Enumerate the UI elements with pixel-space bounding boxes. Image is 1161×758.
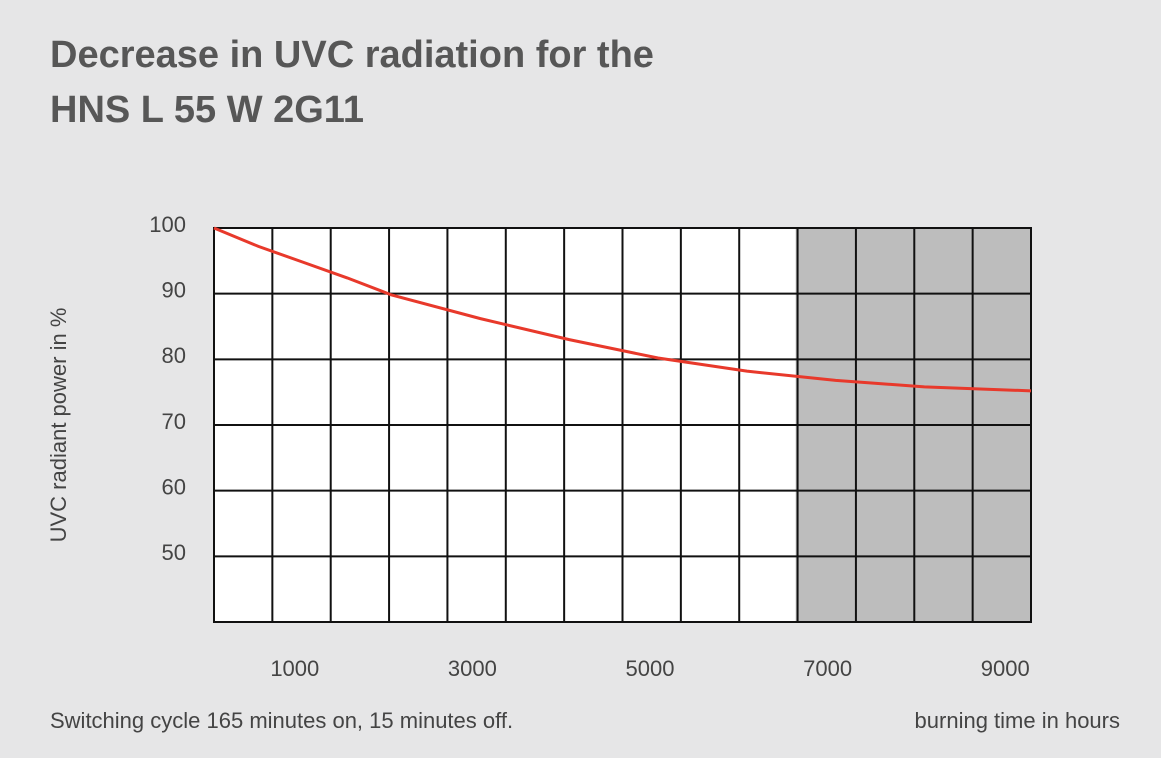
note: Switching cycle 165 minutes on, 15 minut… — [50, 708, 513, 733]
x-tick-label: 1000 — [270, 656, 319, 681]
plot-border — [213, 227, 1032, 623]
y-tick-label: 60 — [162, 474, 186, 499]
y-tick-label: 50 — [162, 540, 186, 565]
y-tick-label: 100 — [149, 212, 186, 237]
data-line — [213, 226, 1032, 393]
x-tick-label: 3000 — [448, 656, 497, 681]
y-tick-label: 70 — [162, 409, 186, 434]
y-tick-label: 90 — [162, 277, 186, 302]
x-axis-label: burning time in hours — [915, 708, 1120, 733]
chart-title: HNS L 55 W 2G11 — [50, 89, 364, 131]
x-tick-label: 9000 — [981, 656, 1030, 681]
y-axis-label: UVC radiant power in % — [46, 308, 71, 543]
y-tick-label: 80 — [162, 343, 186, 368]
x-tick-label: 7000 — [803, 656, 852, 681]
x-tick-label: 5000 — [626, 656, 675, 681]
chart-title: Decrease in UVC radiation for the — [50, 34, 654, 76]
